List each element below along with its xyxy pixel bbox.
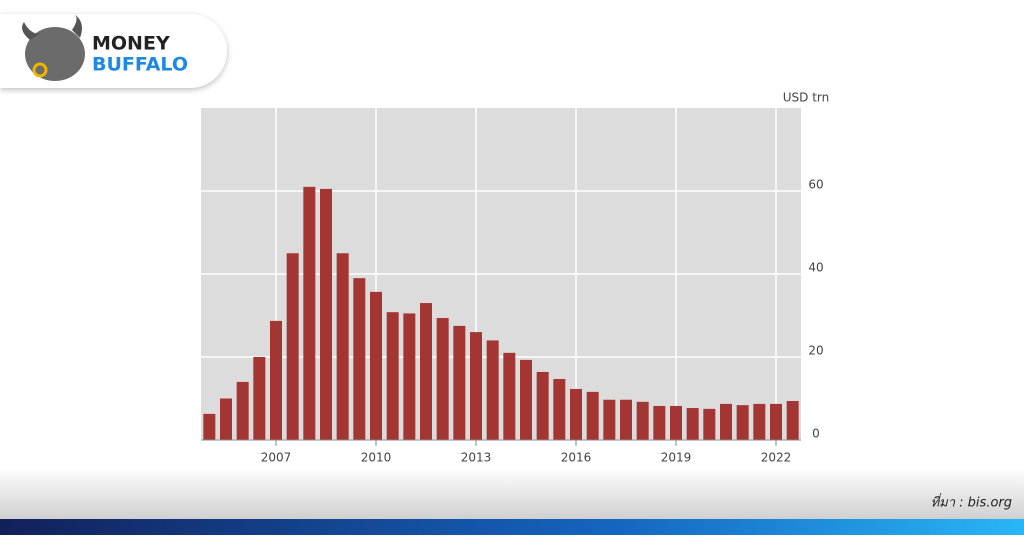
x-tick-label: 2010	[361, 451, 392, 465]
bar	[720, 403, 732, 440]
bar	[636, 401, 649, 440]
bar	[586, 391, 599, 440]
footer-band	[0, 468, 1024, 520]
bar	[320, 188, 332, 440]
logo-ring	[32, 62, 48, 78]
bar	[770, 403, 782, 440]
source: ที่มา : bis.org	[931, 493, 1012, 511]
logo-icon	[25, 27, 85, 81]
bar	[620, 399, 632, 440]
y-tick-label: 40	[808, 261, 823, 275]
bar	[553, 378, 566, 440]
bar	[653, 405, 666, 440]
bar	[336, 253, 349, 440]
y-tick-label: 0	[812, 427, 820, 441]
bar	[736, 405, 749, 440]
bar	[670, 405, 682, 440]
bar	[436, 317, 449, 440]
brand-line1: MONEY	[92, 33, 170, 55]
bar	[370, 291, 382, 440]
bar	[270, 320, 282, 440]
footer-bar	[0, 519, 1024, 535]
bar	[253, 357, 266, 440]
bar	[570, 388, 582, 440]
bar	[386, 312, 399, 440]
bar	[420, 303, 432, 440]
bar	[286, 253, 299, 440]
bar	[503, 352, 516, 440]
bar	[203, 413, 216, 440]
x-tick-label: 2016	[561, 451, 592, 465]
bar	[486, 340, 499, 440]
x-tick-label: 2019	[661, 451, 692, 465]
bar	[353, 278, 366, 440]
x-tick-label: 2022	[761, 451, 792, 465]
y-axis-label: USD trn	[783, 91, 830, 105]
bar	[470, 332, 482, 440]
bar	[453, 325, 466, 440]
bar	[403, 313, 416, 440]
bar	[786, 400, 799, 440]
bar	[686, 408, 699, 440]
bar	[603, 399, 616, 440]
bar	[703, 408, 716, 440]
bar	[220, 398, 232, 440]
bar	[303, 186, 316, 440]
x-tick-label: 2007	[261, 451, 292, 465]
brand-line2: BUFFALO	[92, 54, 188, 76]
y-tick-label: 60	[808, 178, 823, 192]
logo: MONEY BUFFALO	[0, 14, 227, 88]
x-tick-label: 2013	[461, 451, 492, 465]
bar	[753, 403, 766, 440]
bar	[536, 371, 549, 440]
y-tick-label: 20	[808, 344, 823, 358]
bar	[520, 359, 532, 440]
bar	[236, 381, 249, 440]
logo-horns	[22, 14, 82, 40]
